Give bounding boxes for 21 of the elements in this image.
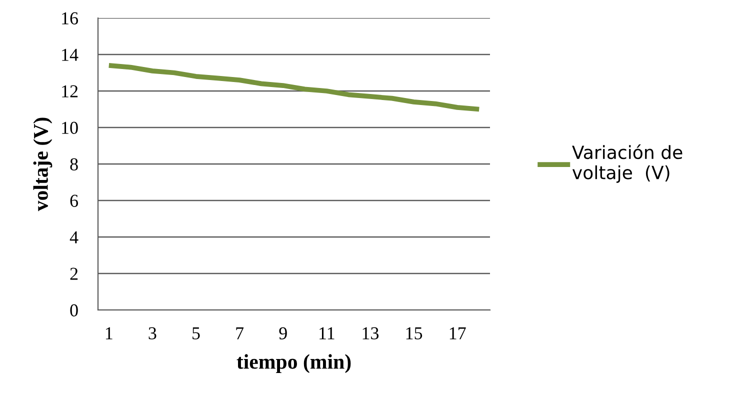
y-tick-label: 10 — [62, 122, 78, 134]
x-tick-label: 1 — [106, 327, 112, 340]
y-tick-label: 0 — [70, 304, 78, 316]
x-tick-label: 17 — [450, 327, 466, 340]
x-tick-label: 3 — [148, 327, 156, 340]
y-tick-label: 12 — [62, 85, 78, 98]
x-tick-label: 9 — [279, 327, 287, 340]
y-tick-label: 8 — [70, 158, 78, 170]
x-tick-label: 15 — [406, 327, 422, 340]
y-axis-title: voltaje (V) — [33, 118, 52, 212]
y-tick-label: 4 — [70, 231, 78, 244]
y-tick-label: 14 — [62, 48, 78, 61]
x-tick-label: 5 — [192, 327, 200, 340]
y-tick-label: 6 — [70, 194, 78, 207]
y-tick-label: 2 — [70, 268, 78, 280]
x-tick-label: 11 — [320, 327, 334, 340]
x-axis-title: tiempo (min) — [236, 354, 351, 374]
legend-label: Variación de voltaje (V) — [572, 144, 682, 183]
y-tick-label: 16 — [62, 12, 78, 24]
x-tick-label: 13 — [362, 327, 379, 340]
x-tick-label: 7 — [236, 327, 244, 340]
